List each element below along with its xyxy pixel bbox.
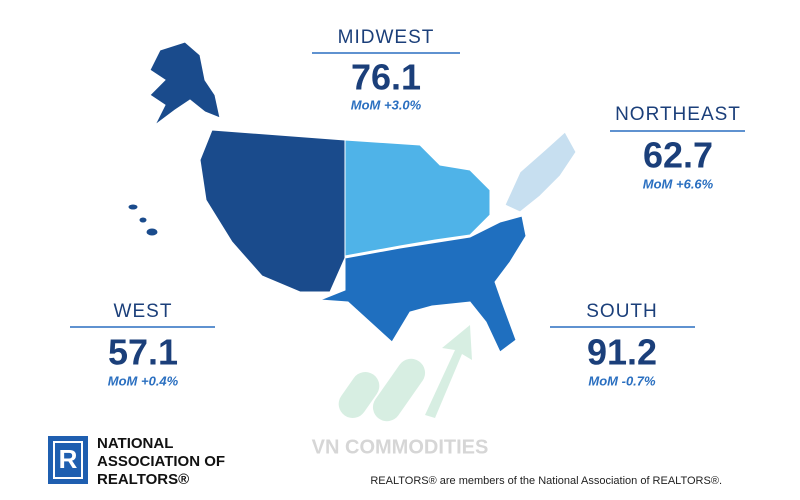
watermark-bar — [372, 358, 426, 422]
region-change: MoM -0.7% — [588, 373, 656, 388]
watermark-graphic — [338, 325, 472, 422]
watermark: VN COMMODITIES — [312, 436, 489, 458]
hawaii — [138, 216, 148, 224]
region-change: MoM +3.0% — [351, 97, 422, 112]
hawaii — [145, 227, 159, 237]
region-value: 76.1 — [351, 57, 421, 98]
south-region — [319, 215, 527, 353]
watermark-arrow — [425, 325, 472, 418]
northeast-region — [504, 131, 577, 213]
region-value: 57.1 — [108, 332, 178, 373]
logo-mark: R — [59, 444, 78, 474]
footer-note: REALTORS® are members of the National As… — [370, 475, 722, 487]
alaska — [149, 41, 221, 126]
region-value: 62.7 — [643, 135, 713, 176]
region-change: MoM +6.6% — [643, 176, 714, 191]
region-name: MIDWEST — [338, 27, 435, 48]
watermark-bar — [338, 371, 380, 419]
logo-frame — [53, 441, 83, 479]
logo-text: REALTORS® — [97, 471, 189, 488]
region-name: WEST — [114, 301, 173, 322]
region-name: NORTHEAST — [615, 104, 741, 125]
us-map — [127, 41, 577, 353]
region-name: SOUTH — [586, 301, 658, 322]
logo-text: ASSOCIATION OF — [97, 453, 225, 470]
region-change: MoM +0.4% — [108, 373, 179, 388]
region-value: 91.2 — [587, 332, 657, 373]
hawaii — [127, 203, 139, 211]
midwest-region — [344, 139, 491, 257]
logo-text: NATIONAL — [97, 435, 173, 452]
